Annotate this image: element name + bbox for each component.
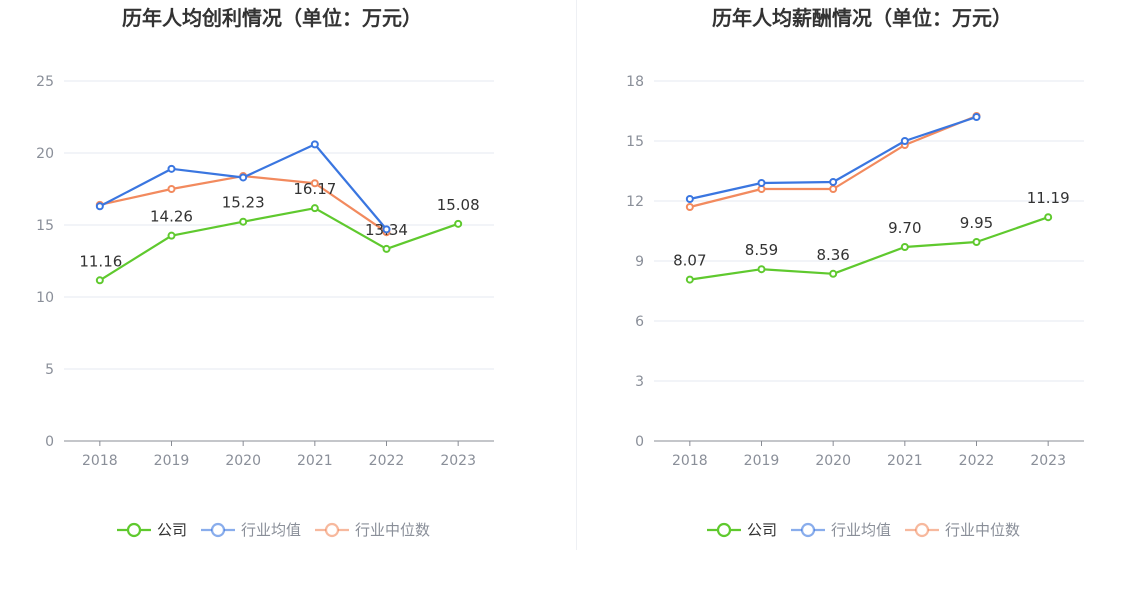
- x-tick-label: 2020: [815, 453, 851, 469]
- data-point-avg[interactable]: [310, 140, 319, 149]
- data-point-company[interactable]: [239, 217, 248, 226]
- y-tick-label: 0: [45, 434, 54, 450]
- legend-marker: [914, 522, 930, 538]
- data-point-avg[interactable]: [900, 137, 909, 145]
- legend-item-median[interactable]: 行业中位数: [905, 521, 1020, 539]
- y-tick-label: 6: [635, 314, 644, 330]
- data-point-company[interactable]: [972, 238, 981, 246]
- legend-marker: [126, 522, 142, 538]
- y-tick-label: 18: [626, 74, 644, 90]
- data-point-company[interactable]: [1044, 213, 1053, 222]
- y-tick-label: 9: [635, 254, 644, 270]
- x-tick-label: 2019: [154, 453, 190, 469]
- legend-label: 行业均值: [831, 521, 891, 539]
- legend-marker: [800, 522, 816, 538]
- panel-divider: [576, 0, 577, 550]
- salary-per-capita-chart: 历年人均薪酬情况（单位：万元） 0 3 6 9 12 15 18 2018 2019 2020 202…: [574, 0, 1148, 589]
- series-line-company: [99, 207, 459, 282]
- x-tick-label: 2020: [225, 453, 261, 469]
- legend-marker: [716, 522, 732, 538]
- legend-item-company[interactable]: 公司: [117, 521, 187, 539]
- y-tick-label: 20: [36, 146, 54, 162]
- salary-chart-svg: 历年人均薪酬情况（单位：万元） 0 3 6 9 12 15 18 2018 2019 2020 202…: [626, 6, 1084, 539]
- legend-marker: [324, 522, 340, 538]
- y-tick-label: 15: [626, 134, 644, 150]
- chart-title: 历年人均薪酬情况（单位：万元）: [712, 6, 1012, 30]
- data-label: 9.95: [960, 214, 993, 232]
- x-tick-label: 2021: [297, 453, 333, 469]
- data-point-avg[interactable]: [239, 173, 248, 182]
- legend-label: 公司: [747, 521, 777, 539]
- legend-label: 公司: [157, 521, 187, 539]
- x-tick-label: 2023: [1030, 453, 1066, 469]
- legend-label: 行业均值: [241, 521, 301, 539]
- x-tick-label: 2022: [959, 453, 995, 469]
- data-point-median[interactable]: [829, 185, 838, 193]
- chart-root: 历年人均薪酬情况（单位：万元） 0 3 6 9 12 15 18 2018 2019 2020 202…: [626, 6, 1084, 539]
- x-tick-label: 2023: [440, 453, 476, 469]
- data-point-avg[interactable]: [382, 225, 391, 234]
- data-label: 9.70: [888, 219, 921, 237]
- x-tick-label: 2018: [672, 453, 708, 469]
- series-line-avg: [99, 143, 388, 231]
- data-point-avg[interactable]: [167, 164, 176, 173]
- legend-item-avg[interactable]: 行业均值: [791, 521, 891, 539]
- data-point-avg[interactable]: [685, 195, 694, 203]
- legend-item-company[interactable]: 公司: [707, 521, 777, 539]
- data-label: 15.23: [222, 194, 265, 212]
- data-point-avg[interactable]: [95, 202, 104, 211]
- x-tick-label: 2022: [369, 453, 405, 469]
- data-label: 14.26: [150, 208, 193, 226]
- y-tick-label: 3: [635, 374, 644, 390]
- data-label: 15.08: [437, 196, 480, 214]
- data-label: 13.34: [365, 221, 408, 239]
- y-tick-label: 0: [635, 434, 644, 450]
- legend-marker: [210, 522, 226, 538]
- data-point-avg[interactable]: [757, 179, 766, 187]
- y-tick-label: 25: [36, 74, 54, 90]
- data-point-company[interactable]: [829, 269, 838, 278]
- profit-chart-svg: 历年人均创利情况（单位：万元） 0 5 10 15 20 25 2018 2019 2020 202…: [36, 6, 494, 539]
- data-point-company[interactable]: [382, 244, 391, 253]
- data-point-median[interactable]: [167, 185, 176, 193]
- data-label: 8.07: [673, 252, 706, 270]
- data-point-company[interactable]: [757, 265, 766, 274]
- data-point-company[interactable]: [900, 243, 909, 251]
- chart-root: 历年人均创利情况（单位：万元） 0 5 10 15 20 25 2018 2019 2020 202…: [36, 6, 494, 539]
- data-point-company[interactable]: [167, 231, 176, 240]
- data-label: 8.59: [745, 241, 778, 259]
- legend-item-median[interactable]: 行业中位数: [315, 521, 430, 539]
- x-tick-label: 2018: [82, 453, 118, 469]
- series-line-median: [689, 114, 977, 209]
- series-line-company: [689, 216, 1049, 281]
- data-point-company[interactable]: [310, 204, 319, 213]
- data-label: 8.36: [816, 246, 849, 264]
- data-point-avg[interactable]: [972, 113, 981, 121]
- y-tick-label: 5: [45, 362, 54, 378]
- data-label: 11.19: [1027, 189, 1070, 207]
- data-point-company[interactable]: [454, 219, 463, 228]
- data-point-company[interactable]: [95, 276, 104, 285]
- legend-label: 行业中位数: [945, 521, 1020, 539]
- legend-item-avg[interactable]: 行业均值: [201, 521, 301, 539]
- legend-label: 行业中位数: [355, 521, 430, 539]
- y-tick-label: 15: [36, 218, 54, 234]
- data-point-median[interactable]: [310, 179, 319, 188]
- y-tick-label: 12: [626, 194, 644, 210]
- profit-per-capita-chart: 历年人均创利情况（单位：万元） 0 5 10 15 20 25 2018 2019 2020 202…: [36, 6, 494, 539]
- data-point-company[interactable]: [685, 275, 694, 284]
- x-tick-label: 2019: [744, 453, 780, 469]
- data-label: 11.16: [79, 252, 122, 270]
- data-point-median[interactable]: [685, 203, 694, 211]
- chart-title: 历年人均创利情况（单位：万元）: [122, 6, 422, 30]
- data-point-avg[interactable]: [829, 178, 838, 186]
- y-tick-label: 10: [36, 290, 54, 306]
- x-tick-label: 2021: [887, 453, 923, 469]
- data-label: 16.17: [293, 180, 336, 198]
